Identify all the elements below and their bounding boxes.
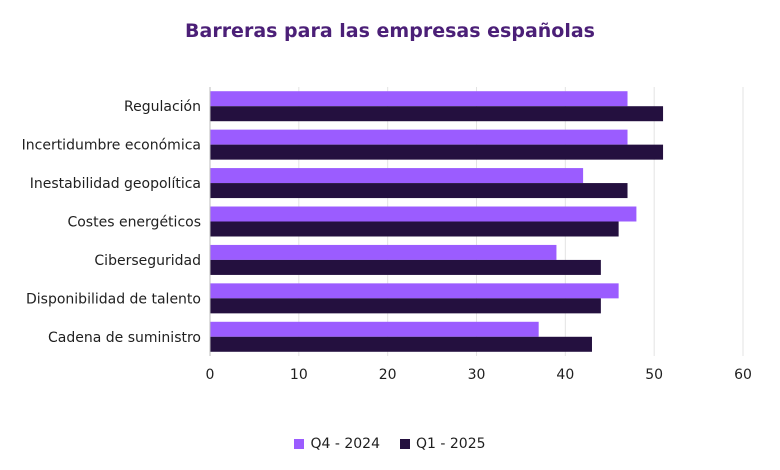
bar-q1-2025-2 <box>210 183 628 199</box>
category-label-0: Regulación <box>124 99 201 115</box>
category-label-1: Incertidumbre económica <box>22 138 201 154</box>
legend-item-q1-2025: Q1 - 2025 <box>400 436 486 452</box>
bar-q1-2025-5 <box>210 298 601 314</box>
chart-title: Barreras para las empresas españolas <box>185 20 595 42</box>
bar-q4-2024-5 <box>210 283 619 299</box>
legend-swatch-q1-2025 <box>400 439 410 449</box>
bar-q1-2025-3 <box>210 221 619 237</box>
bar-q4-2024-3 <box>210 206 637 222</box>
legend-label-q1-2025: Q1 - 2025 <box>416 436 486 452</box>
x-tick-label-0: 0 <box>206 367 215 383</box>
category-label-4: Ciberseguridad <box>94 253 201 269</box>
category-label-3: Costes energéticos <box>67 215 201 231</box>
legend-item-q4-2024: Q4 - 2024 <box>294 436 380 452</box>
bar-q4-2024-2 <box>210 168 584 184</box>
bar-q4-2024-4 <box>210 244 557 260</box>
category-label-6: Cadena de suministro <box>48 330 201 346</box>
x-tick-label-40: 40 <box>556 367 574 383</box>
x-tick-label-50: 50 <box>645 367 663 383</box>
bar-q1-2025-0 <box>210 106 664 122</box>
x-tick-label-60: 60 <box>734 367 752 383</box>
bar-q4-2024-0 <box>210 91 628 107</box>
bar-q4-2024-1 <box>210 129 628 145</box>
legend-label-q4-2024: Q4 - 2024 <box>310 436 380 452</box>
legend: Q4 - 2024 Q1 - 2025 <box>0 436 780 452</box>
legend-swatch-q4-2024 <box>294 439 305 449</box>
bar-q4-2024-6 <box>210 321 539 337</box>
x-tick-label-30: 30 <box>468 367 486 383</box>
category-label-2: Inestabilidad geopolítica <box>30 176 201 192</box>
x-tick-label-20: 20 <box>379 367 397 383</box>
x-tick-label-10: 10 <box>290 367 308 383</box>
bar-q1-2025-4 <box>210 259 601 275</box>
category-label-5: Disponibilidad de talento <box>26 291 201 307</box>
bar-q1-2025-6 <box>210 336 592 352</box>
bar-q1-2025-1 <box>210 144 664 160</box>
